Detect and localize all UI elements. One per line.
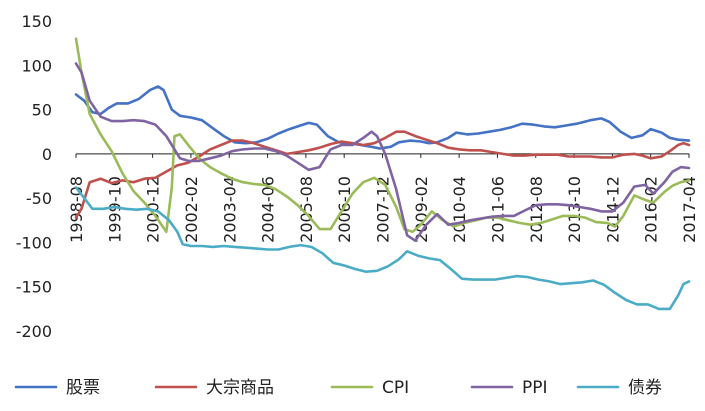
- legend-item: CPI: [330, 378, 409, 398]
- x-tick-label: 2013-10: [565, 176, 584, 243]
- legend-item: 股票: [14, 378, 100, 398]
- legend-label: 大宗商品: [206, 378, 274, 398]
- y-tick-label: 50: [32, 101, 52, 120]
- legend-label: CPI: [382, 378, 409, 398]
- legend: 股票 大宗商品 CPI PPI 债券: [14, 378, 662, 398]
- x-tick-label: 2003-04: [220, 176, 239, 243]
- x-tick-label: 2006-10: [335, 176, 354, 243]
- y-tick-label: -150: [16, 278, 52, 297]
- y-axis: 150 100 50 0 -50 -100 -150 -200: [16, 12, 52, 341]
- x-tick-label: 2017-04: [680, 176, 699, 243]
- y-tick-label: -50: [26, 189, 52, 208]
- legend-label: PPI: [522, 378, 548, 398]
- x-tick-label: 1998-08: [67, 176, 86, 243]
- y-tick-label: 100: [21, 56, 52, 75]
- x-tick-label: 2010-04: [450, 176, 469, 243]
- legend-item: 大宗商品: [154, 378, 274, 398]
- series-line-债券: [74, 186, 691, 311]
- y-tick-label: -100: [16, 233, 52, 252]
- plot-area: [74, 37, 691, 311]
- x-tick-label: 2002-02: [182, 176, 201, 243]
- x-tick-label: 2012-08: [527, 176, 546, 243]
- y-tick-label: 150: [21, 12, 52, 31]
- legend-item: 债券: [576, 378, 662, 398]
- series-line-股票: [74, 85, 691, 150]
- y-tick-label: 0: [42, 145, 52, 164]
- x-tick-label: 2011-06: [488, 176, 507, 243]
- x-tick-label: 1999-10: [105, 176, 124, 243]
- legend-item: PPI: [470, 378, 548, 398]
- series-line-CPI: [74, 37, 691, 234]
- series-line-PPI: [74, 62, 691, 242]
- y-tick-label: -200: [16, 322, 52, 341]
- x-tick-label: 2005-08: [297, 176, 316, 243]
- series-line-大宗商品: [74, 130, 691, 219]
- x-tick-label: 2004-06: [259, 176, 278, 243]
- legend-label: 债券: [628, 378, 662, 398]
- x-tick-label: 2007-12: [374, 176, 393, 243]
- legend-label: 股票: [66, 378, 100, 398]
- x-axis-tick-labels: 1998-08 1999-10 2000-12 2002-02 2003-04 2004-…: [67, 176, 699, 243]
